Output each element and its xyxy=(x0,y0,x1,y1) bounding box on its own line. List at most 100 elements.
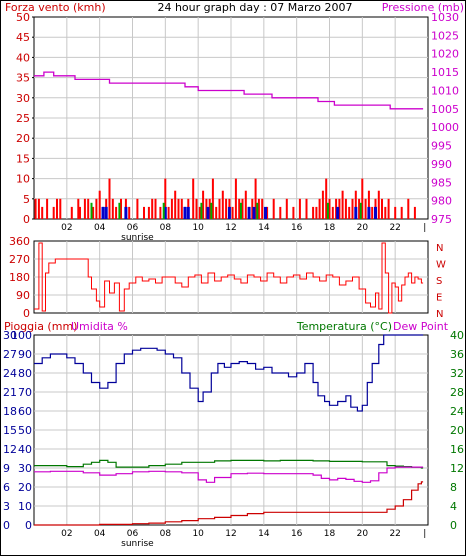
x-tick-label: 04 xyxy=(94,223,106,233)
x-tick-label: 14 xyxy=(258,529,270,539)
wind-speed-bar xyxy=(344,198,347,219)
wind-tick-label: 25 xyxy=(16,112,30,125)
wind-speed-bar xyxy=(338,198,341,219)
wind-speed-bar-alt xyxy=(183,206,187,219)
wind-speed-bar xyxy=(208,198,211,219)
wind-tick-label: 5 xyxy=(23,193,30,206)
wind-speed-bar xyxy=(292,206,295,219)
wind-speed-bar xyxy=(335,198,338,219)
wind-speed-bar xyxy=(328,198,331,219)
wind-speed-bar xyxy=(98,190,101,219)
wind-speed-bar xyxy=(371,206,374,219)
rain-tick-label: 30 xyxy=(3,329,17,342)
pressure-tick-label: 1025 xyxy=(431,29,459,42)
pressure-line xyxy=(34,71,424,110)
wind-speed-bar xyxy=(120,198,122,219)
x-tick-label: 06 xyxy=(127,223,139,233)
x-tick-label: 22 xyxy=(389,223,400,233)
temperature-axis-label: Temperatura (°C) xyxy=(296,320,392,333)
x-tick-label: 14 xyxy=(258,223,270,233)
wind-gust-bar xyxy=(239,202,242,219)
rain-tick-label: 18 xyxy=(3,405,17,418)
wind-speed-bar xyxy=(221,190,224,219)
wind-speed-bar xyxy=(170,198,173,219)
pressure-tick-label: 985 xyxy=(431,176,452,189)
temperature-tick-label: 32 xyxy=(450,367,464,380)
rain-tick-label: 24 xyxy=(3,367,17,380)
x-tick-label: 04 xyxy=(94,529,106,539)
wind-gust-bar xyxy=(326,202,329,219)
wind-speed-bar xyxy=(244,190,247,219)
wind-speed-bar xyxy=(180,198,183,219)
wind-speed-bar xyxy=(192,178,195,219)
wind-speed-bar xyxy=(354,190,357,219)
wind-speed-bar xyxy=(234,178,237,219)
wind-speed-bar-alt xyxy=(264,206,267,219)
wind-gust-bar xyxy=(118,202,121,219)
rain-tick-label: 27 xyxy=(3,348,17,361)
x-tick-label: 02 xyxy=(61,223,72,233)
wind-speed-bar xyxy=(367,190,370,219)
wind-speed-bar xyxy=(46,198,49,219)
wind-speed-bar-alt xyxy=(367,206,371,219)
rain-tick-label: 9 xyxy=(3,462,10,475)
wind-tick-label: 40 xyxy=(16,51,30,64)
wind-speed-bar xyxy=(79,206,81,219)
humidity-tick-label: 70 xyxy=(18,386,32,399)
wind-speed-bar xyxy=(136,198,139,219)
wind-gust-bar xyxy=(90,202,93,219)
wind-speed-bar xyxy=(364,198,367,219)
wind-speed-bar xyxy=(266,206,269,219)
wind-speed-bar xyxy=(70,206,73,219)
rain-tick-label: 6 xyxy=(3,481,10,494)
wind-tick-label: 35 xyxy=(16,72,30,85)
wind-speed-bar xyxy=(164,178,167,219)
wind-speed-bar xyxy=(361,178,364,219)
x-tick-label: 08 xyxy=(160,529,172,539)
humidity-tick-label: 20 xyxy=(18,481,32,494)
wind-speed-bar xyxy=(177,198,180,219)
series-layer xyxy=(34,71,424,526)
wind-speed-bar xyxy=(413,206,416,219)
wind-tick-label: 45 xyxy=(16,31,30,44)
wind-speed-bar xyxy=(218,198,221,219)
wind-speed-bar xyxy=(143,206,145,219)
wind-speed-bar xyxy=(115,206,118,219)
pressure-tick-label: 1010 xyxy=(431,84,459,97)
wind-speed-bar xyxy=(198,206,201,219)
direction-tick-label: 90 xyxy=(16,289,30,302)
wind-speed-bar xyxy=(92,206,95,219)
temperature-tick-label: 12 xyxy=(450,462,464,475)
wind-gust-bar xyxy=(210,202,213,219)
wind-speed-bar xyxy=(151,198,154,219)
wind-speed-bar xyxy=(400,206,403,219)
wind-speed-bar xyxy=(384,206,387,219)
humidity-tick-label: 80 xyxy=(18,367,32,380)
wind-speed-bar xyxy=(41,206,44,219)
x-tick-label: 10 xyxy=(192,529,204,539)
direction-tick-label: 180 xyxy=(9,271,30,284)
wind-speed-bar xyxy=(305,198,308,219)
x-tick-label: 06 xyxy=(127,529,139,539)
wind-speed-bar xyxy=(83,198,86,219)
wind-speed-bar xyxy=(312,206,315,219)
humidity-tick-label: 60 xyxy=(18,405,32,418)
wind-speed-bar xyxy=(381,198,383,219)
rain-axis-label: Pioggia (mm) xyxy=(4,320,77,333)
wind-speed-bar xyxy=(257,198,260,219)
temperature-tick-label: 4 xyxy=(450,500,457,513)
wind-tick-label: 50 xyxy=(16,11,30,24)
wind-speed-bar xyxy=(279,206,282,219)
wind-speed-bar xyxy=(318,198,321,219)
wind-speed-bar xyxy=(351,198,354,219)
pressure-tick-label: 1030 xyxy=(431,11,459,24)
wind-speed-bar xyxy=(37,198,40,219)
temperature-tick-label: 40 xyxy=(450,329,464,342)
pressure-tick-label: 990 xyxy=(431,158,452,171)
wind-tick-label: 15 xyxy=(16,152,30,165)
wind-speed-bar xyxy=(87,198,90,219)
compass-label: N xyxy=(436,243,443,254)
rain-line xyxy=(34,481,424,526)
humidity-tick-label: 30 xyxy=(18,462,32,475)
